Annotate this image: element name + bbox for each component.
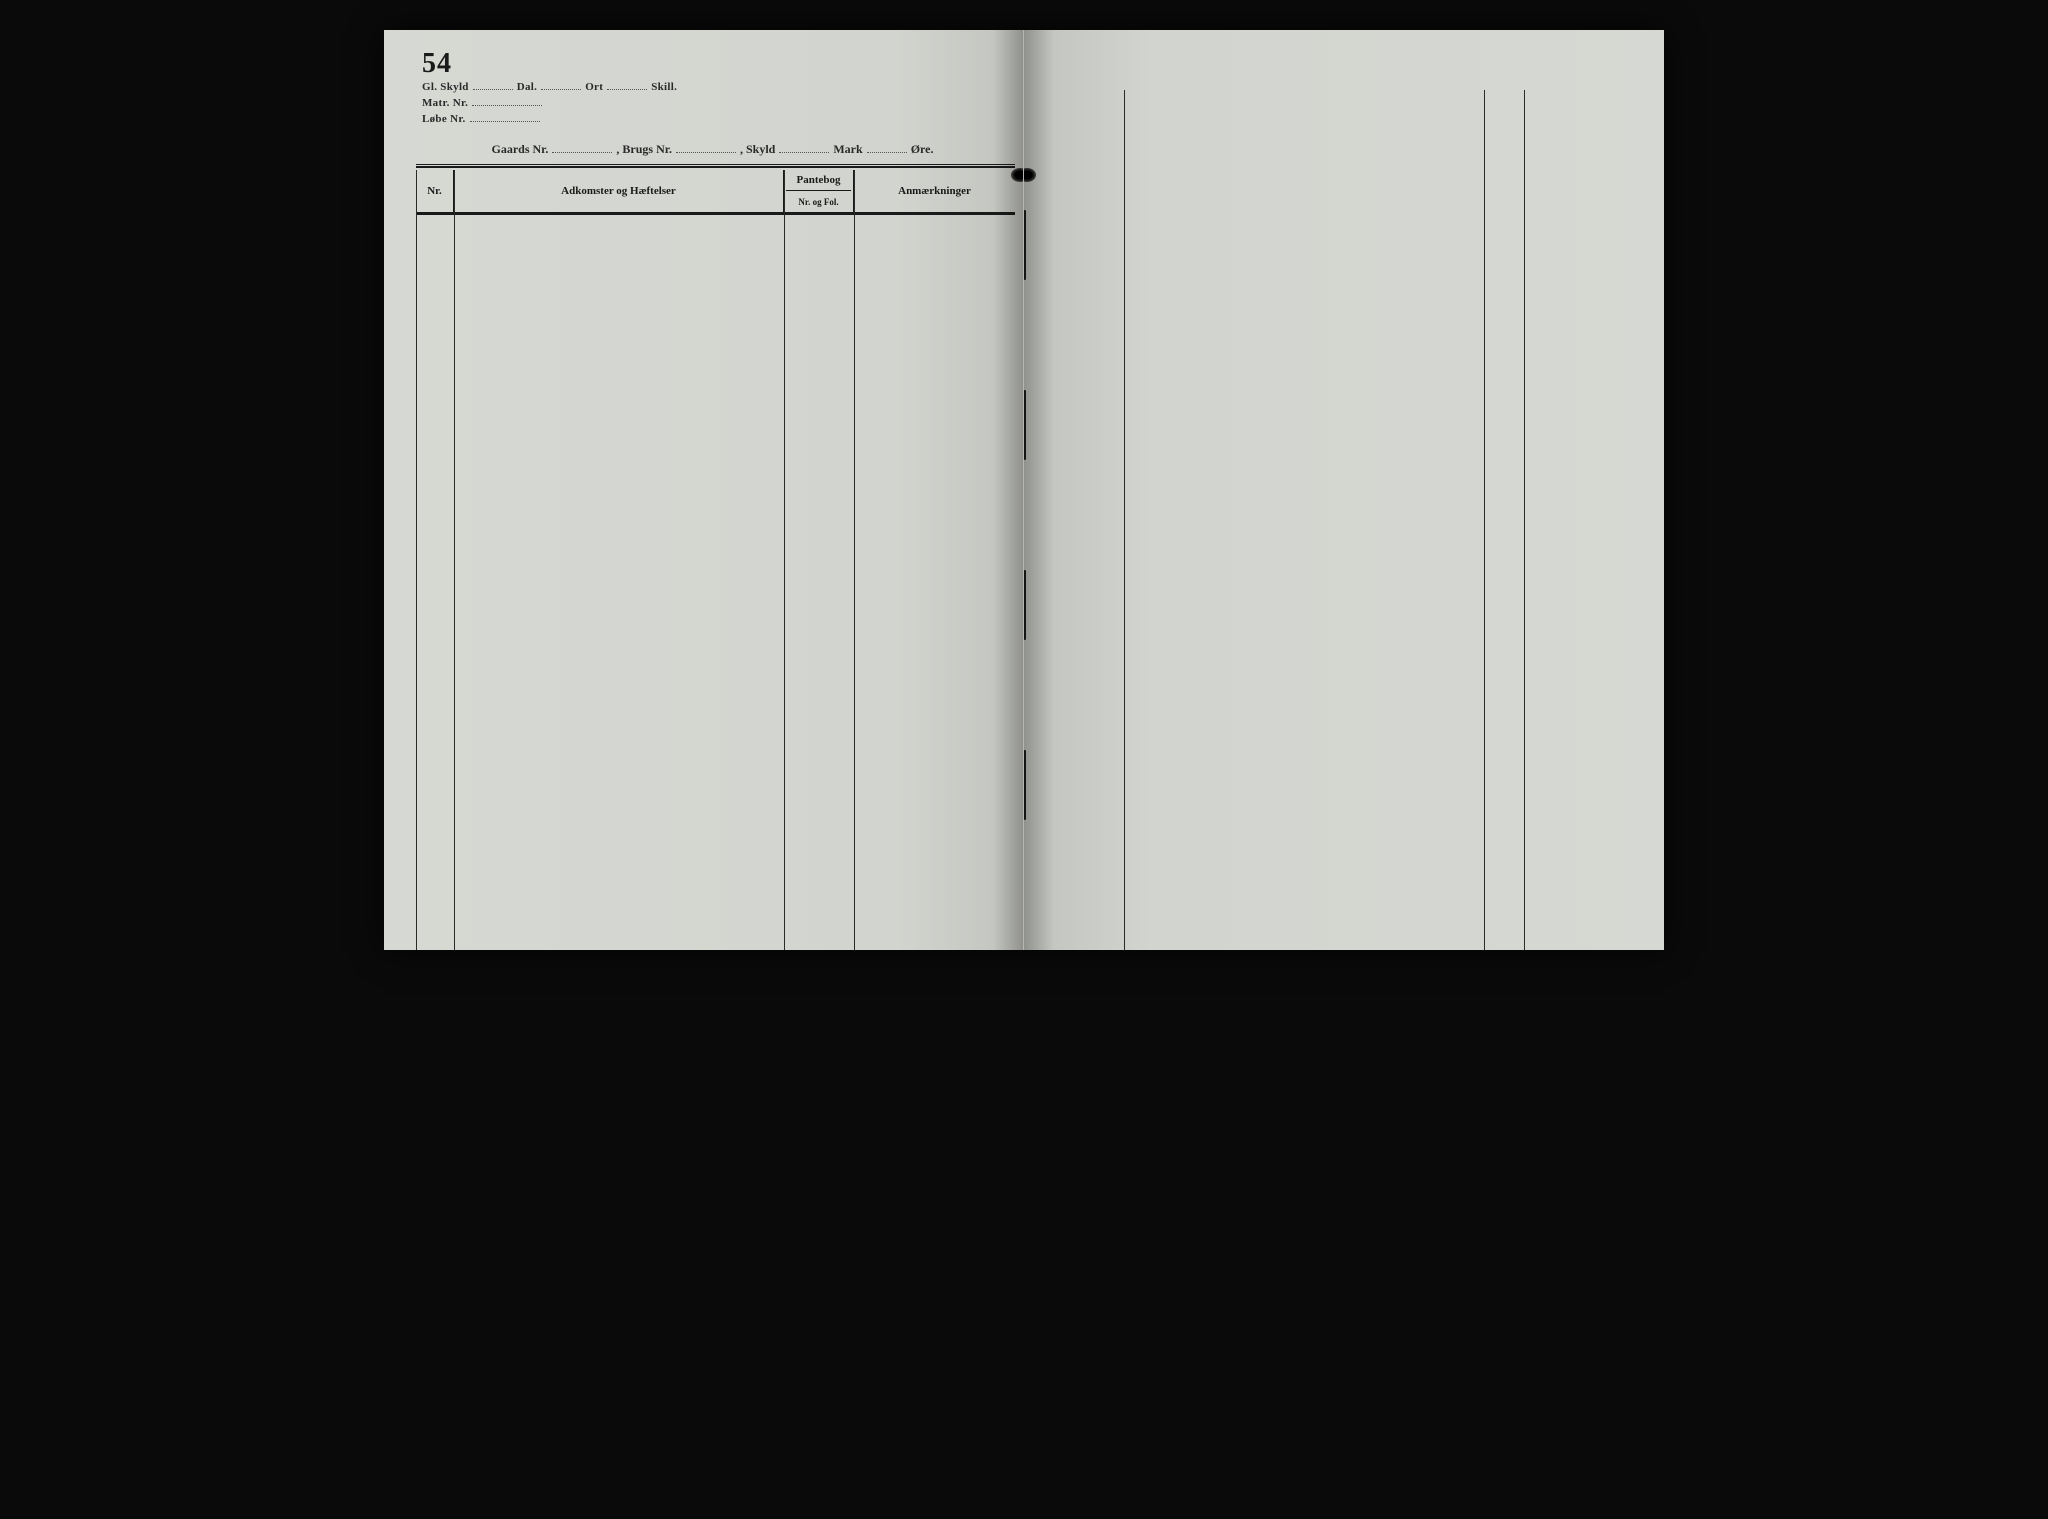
vline — [454, 170, 455, 950]
blank-field — [867, 143, 907, 153]
header-line-lobe: Løbe Nr. — [422, 112, 1003, 125]
binding-stitch-icon — [1024, 390, 1026, 460]
col-header-pantebog-sub: Nr. og Fol. — [786, 191, 851, 212]
col-header-anm: Anmærkninger — [854, 170, 1015, 212]
vertical-rules-left — [416, 170, 1015, 950]
label-dal: Dal. — [517, 81, 537, 93]
label-ort: Ort — [585, 81, 603, 93]
column-header-row: Nr. Adkomster og Hæftelser Pantebog Nr. … — [416, 170, 1015, 212]
binding-stitch-icon — [1024, 750, 1026, 820]
page-number: 54 — [422, 48, 452, 80]
vline — [1124, 90, 1125, 950]
blank-field — [470, 112, 540, 122]
blank-field — [541, 80, 581, 90]
vertical-rules-right — [1024, 90, 1664, 950]
label-skyld: , Skyld — [740, 142, 775, 157]
label-gaards-nr: Gaards Nr. — [492, 142, 549, 157]
blank-field — [676, 143, 736, 153]
binding-stitch-icon — [1024, 570, 1026, 640]
col-header-pantebog-top: Pantebog — [786, 170, 851, 191]
page-left: 54 Gl. Skyld Dal. Ort Skill. Matr. Nr. L… — [384, 30, 1024, 950]
binding-mark-icon — [1011, 168, 1024, 182]
label-mark: Mark — [833, 142, 862, 157]
label-matr-nr: Matr. Nr. — [422, 97, 468, 109]
header-line-skyld: Gl. Skyld Dal. Ort Skill. — [422, 80, 1003, 93]
horizontal-rule-top — [416, 164, 1015, 168]
label-ore: Øre. — [911, 142, 934, 157]
vline — [1484, 90, 1485, 950]
label-brugs-nr: , Brugs Nr. — [616, 142, 672, 157]
ledger-book: 54 Gl. Skyld Dal. Ort Skill. Matr. Nr. L… — [384, 30, 1664, 950]
blank-field — [779, 143, 829, 153]
label-skill: Skill. — [651, 81, 677, 93]
col-header-pantebog: Pantebog Nr. og Fol. — [784, 170, 854, 212]
binding-stitch-icon — [1024, 210, 1026, 280]
col-header-adkomster: Adkomster og Hæftelser — [454, 170, 784, 212]
label-gl-skyld: Gl. Skyld — [422, 81, 469, 93]
header-block: Gl. Skyld Dal. Ort Skill. Matr. Nr. Løbe… — [422, 80, 1003, 128]
header-line-gaards: Gaards Nr. , Brugs Nr. , Skyld Mark Øre. — [422, 142, 1003, 157]
vline — [1524, 90, 1525, 950]
label-lobe-nr: Løbe Nr. — [422, 113, 466, 125]
blank-field — [552, 143, 612, 153]
blank-field — [472, 96, 542, 106]
vline — [416, 170, 417, 950]
vline — [784, 170, 785, 950]
blank-field — [473, 80, 513, 90]
blank-field — [607, 80, 647, 90]
binding-mark-icon — [1024, 168, 1036, 182]
horizontal-rule-mid — [416, 212, 1015, 215]
page-right — [1024, 30, 1664, 950]
header-line-matr: Matr. Nr. — [422, 96, 1003, 109]
col-header-nr: Nr. — [416, 170, 454, 212]
vline — [854, 170, 855, 950]
